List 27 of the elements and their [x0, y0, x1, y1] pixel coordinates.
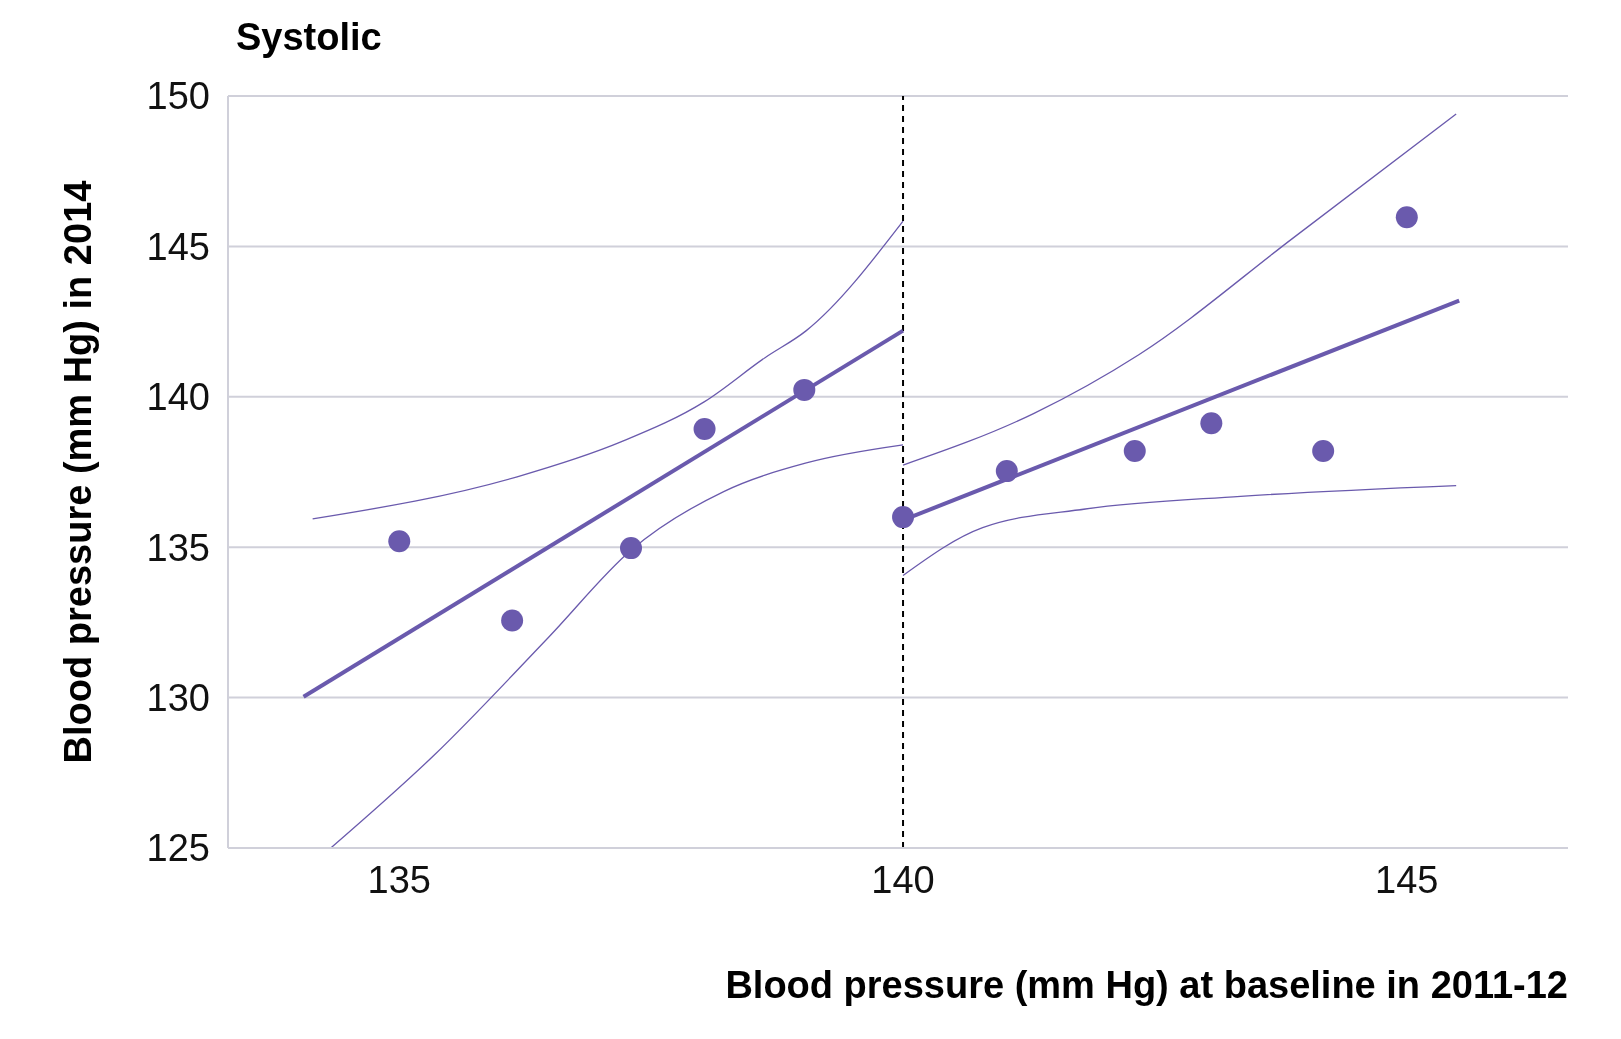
point — [693, 417, 716, 440]
y-tick-label: 150 — [146, 75, 210, 118]
y-tick-label: 145 — [146, 225, 210, 268]
x-tick-label: 145 — [1375, 858, 1439, 901]
x-tick-label: 140 — [871, 858, 935, 901]
y-tick-label: 130 — [146, 677, 210, 720]
point — [892, 506, 915, 529]
y-axis-title: Blood pressure (mm Hg) in 2014 — [57, 180, 100, 764]
x-tick-label: 135 — [367, 858, 431, 901]
point — [620, 537, 643, 560]
chart-title: Systolic — [236, 16, 382, 59]
y-tick-label: 125 — [146, 827, 210, 870]
point — [1123, 439, 1146, 462]
y-tick-label: 135 — [146, 526, 210, 569]
y-tick-label: 140 — [146, 376, 210, 419]
point — [388, 530, 411, 553]
point — [995, 460, 1018, 483]
point — [501, 609, 524, 632]
line-series — [311, 220, 904, 520]
point — [793, 378, 816, 401]
point — [1200, 412, 1223, 435]
point — [1395, 206, 1418, 229]
line-series — [330, 444, 904, 848]
point — [1312, 439, 1335, 462]
line-series — [902, 484, 1457, 577]
line-series — [902, 113, 1457, 466]
x-axis-title: Blood pressure (mm Hg) at baseline in 2011-12 — [725, 964, 1568, 1006]
